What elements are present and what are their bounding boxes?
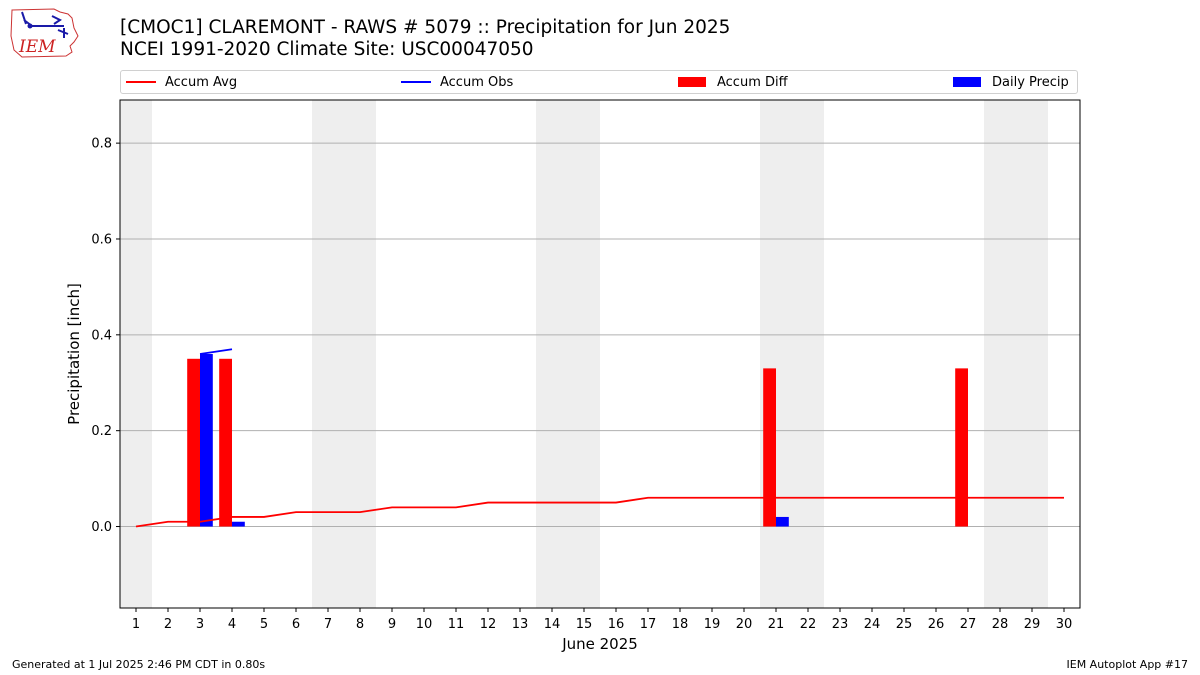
x-tick-label: 1 <box>132 617 140 632</box>
plot-frame <box>119 99 1081 609</box>
lines <box>135 348 1064 528</box>
x-tick-label: 23 <box>832 617 849 632</box>
legend-accum-obs: Accum Obs <box>401 71 513 93</box>
legend: Accum Avg Accum Obs Accum Diff Daily Pre… <box>120 70 1078 94</box>
legend-accum-avg: Accum Avg <box>126 71 237 93</box>
accum-obs-line <box>199 348 233 355</box>
accum-obs-swatch <box>401 81 431 83</box>
x-axis-ticks: 1 2 3 4 5 6 7 8 9 10 11 12 13 14 15 16 17 18 19 20 21 22 23 24 2… <box>132 608 1072 632</box>
x-tick-label: 25 <box>896 617 913 632</box>
x-tick-label: 9 <box>388 617 396 632</box>
legend-accum-avg-label: Accum Avg <box>165 74 238 90</box>
legend-accum-obs-label: Accum Obs <box>440 74 514 90</box>
accum-diff-bar <box>187 358 200 527</box>
x-tick-label: 2 <box>164 617 172 632</box>
chart-title: [CMOC1] CLAREMONT - RAWS # 5079 :: Preci… <box>120 17 730 61</box>
y-tick-label: 0.6 <box>91 232 112 247</box>
x-tick-label: 15 <box>576 617 593 632</box>
y-axis-ticks: 0.0 0.2 0.4 0.6 0.8 <box>91 137 120 535</box>
x-tick-label: 20 <box>736 617 753 632</box>
weekend-band <box>536 100 600 608</box>
weather-station-icon <box>21 11 69 38</box>
accum-diff-swatch <box>678 77 706 87</box>
y-tick-label: 0.0 <box>91 520 112 535</box>
x-tick-label: 17 <box>640 617 657 632</box>
legend-accum-diff: Accum Diff <box>678 71 788 93</box>
x-tick-label: 11 <box>448 617 465 632</box>
x-tick-label: 12 <box>480 617 497 632</box>
daily-precip-bar <box>232 521 245 527</box>
x-tick-label: 30 <box>1056 617 1073 632</box>
x-tick-label: 3 <box>196 617 204 632</box>
weekend-band <box>120 100 152 608</box>
accum-avg-swatch <box>126 81 156 83</box>
x-tick-label: 6 <box>292 617 300 632</box>
generated-note: Generated at 1 Jul 2025 2:46 PM CDT in 0… <box>12 658 266 671</box>
accum-avg-line <box>135 496 1064 528</box>
y-tick-label: 0.4 <box>91 328 112 343</box>
x-tick-label: 29 <box>1024 617 1041 632</box>
gridlines <box>120 142 1080 528</box>
x-tick-label: 7 <box>324 617 332 632</box>
x-tick-label: 4 <box>228 617 236 632</box>
title-line-2: NCEI 1991-2020 Climate Site: USC00047050 <box>120 39 534 60</box>
x-tick-label: 24 <box>864 617 881 632</box>
daily-precip-bar <box>776 516 789 527</box>
x-tick-label: 27 <box>960 617 977 632</box>
daily-precip-bar <box>200 354 213 527</box>
weekend-band <box>760 100 824 608</box>
x-axis-label: June 2025 <box>561 635 638 653</box>
x-tick-label: 22 <box>800 617 817 632</box>
legend-daily-precip-label: Daily Precip <box>992 74 1069 90</box>
x-tick-label: 26 <box>928 617 945 632</box>
y-tick-label: 0.2 <box>91 424 112 439</box>
x-tick-label: 16 <box>608 617 625 632</box>
logo-text: IEM <box>18 37 56 57</box>
app-credit: IEM Autoplot App #17 <box>1066 658 1189 671</box>
weekend-band <box>312 100 376 608</box>
legend-accum-diff-label: Accum Diff <box>717 74 788 90</box>
x-tick-label: 28 <box>992 617 1009 632</box>
y-axis-label: Precipitation [inch] <box>65 283 83 425</box>
daily-precip-swatch <box>953 77 981 87</box>
weekend-shading <box>120 100 1048 608</box>
bars <box>187 354 968 527</box>
x-tick-label: 21 <box>768 617 785 632</box>
legend-daily-precip: Daily Precip <box>953 71 1069 93</box>
weekend-band <box>984 100 1048 608</box>
x-tick-label: 19 <box>704 617 721 632</box>
x-tick-label: 5 <box>260 617 268 632</box>
x-tick-label: 18 <box>672 617 689 632</box>
iowa-outline-icon <box>10 8 79 58</box>
y-tick-label: 0.8 <box>91 137 112 152</box>
x-tick-label: 14 <box>544 617 561 632</box>
x-tick-label: 13 <box>512 617 529 632</box>
accum-diff-bar <box>955 368 968 527</box>
x-tick-label: 10 <box>416 617 433 632</box>
accum-diff-bar <box>763 368 776 527</box>
x-tick-label: 8 <box>356 617 364 632</box>
accum-diff-bar <box>219 358 232 527</box>
iem-logo: IEM <box>10 8 79 58</box>
title-line-1: [CMOC1] CLAREMONT - RAWS # 5079 :: Preci… <box>120 17 731 38</box>
